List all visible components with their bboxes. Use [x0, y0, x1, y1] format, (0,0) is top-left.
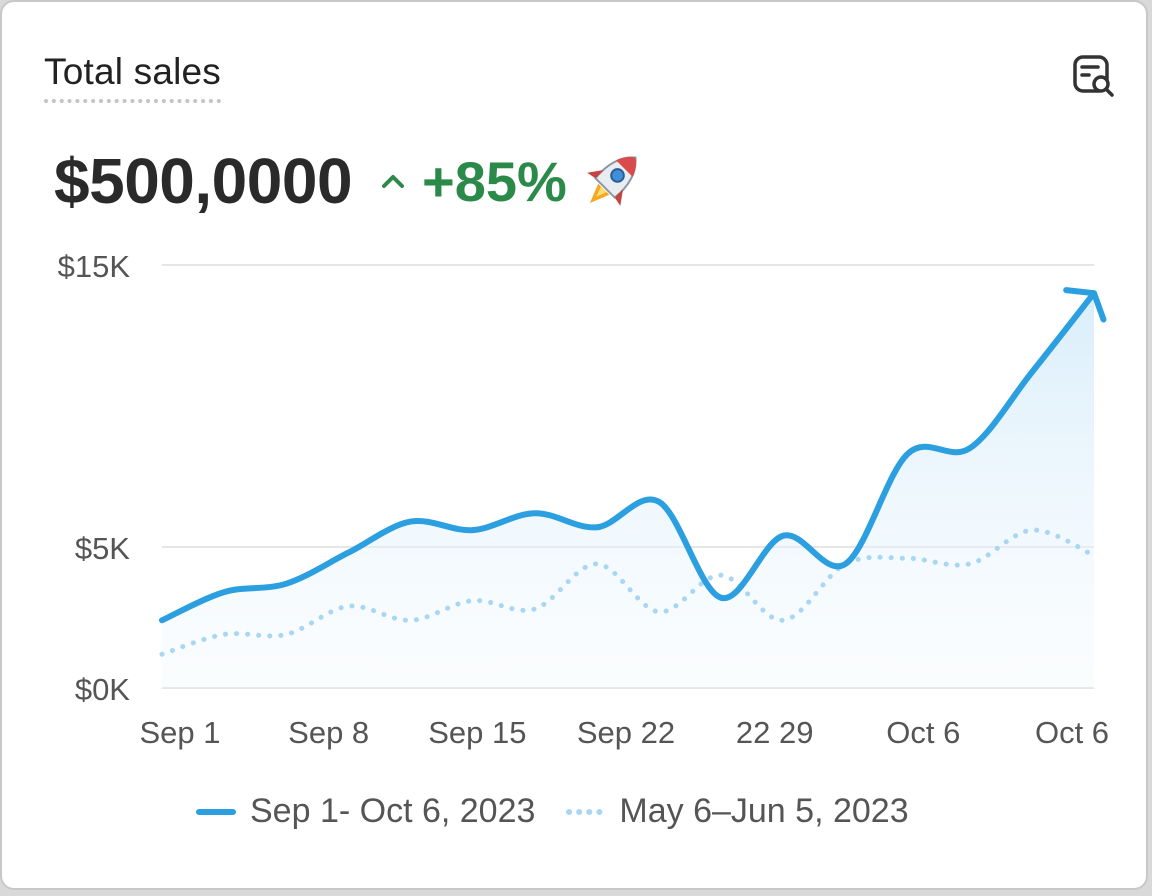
legend-label-previous: May 6–Jun 5, 2023 — [619, 792, 909, 830]
search-report-icon[interactable] — [1068, 50, 1120, 102]
card-title[interactable]: Total sales — [44, 51, 222, 103]
legend-item-current[interactable]: Sep 1- Oct 6, 2023 — [196, 792, 535, 831]
rocket-icon — [587, 156, 637, 206]
chart-legend: Sep 1- Oct 6, 2023 May 6–Jun 5, 2023 — [196, 792, 939, 831]
headline: $500,0000 +85% — [54, 142, 651, 220]
total-sales-value: $500,0000 — [54, 145, 353, 217]
caret-up-icon — [382, 175, 405, 188]
change-indicator: +85% — [378, 142, 651, 220]
legend-label-current: Sep 1- Oct 6, 2023 — [250, 792, 536, 830]
change-percent: +85% — [422, 149, 567, 213]
legend-swatch-solid — [196, 808, 236, 815]
legend-swatch-dotted — [566, 808, 605, 815]
legend-item-previous[interactable]: May 6–Jun 5, 2023 — [565, 792, 909, 831]
